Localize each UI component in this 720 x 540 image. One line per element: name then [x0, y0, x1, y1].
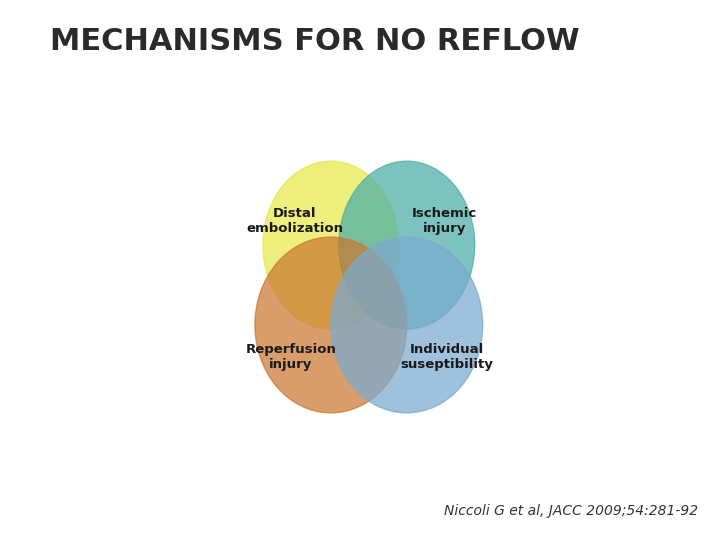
Ellipse shape	[339, 161, 474, 329]
Text: Reperfusion
injury: Reperfusion injury	[246, 343, 336, 371]
Ellipse shape	[255, 237, 407, 413]
Text: Niccoli G et al, JACC 2009;54:281-92: Niccoli G et al, JACC 2009;54:281-92	[444, 504, 698, 518]
Ellipse shape	[331, 237, 482, 413]
Text: Distal
embolization: Distal embolization	[246, 207, 343, 235]
Ellipse shape	[263, 161, 399, 329]
Text: Individual
suseptibility: Individual suseptibility	[400, 343, 493, 371]
Text: MECHANISMS FOR NO REFLOW: MECHANISMS FOR NO REFLOW	[50, 27, 580, 56]
Text: Ischemic
injury: Ischemic injury	[412, 207, 477, 235]
